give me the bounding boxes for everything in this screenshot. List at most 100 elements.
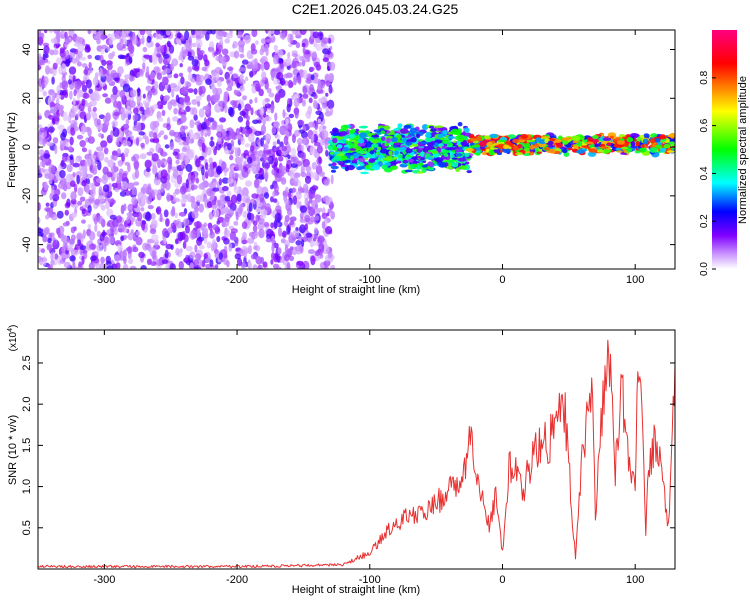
spectrogram-cell <box>96 244 103 252</box>
spectrogram-cell <box>69 158 74 165</box>
spectrogram-cell <box>310 74 315 81</box>
spectrogram-cell <box>121 181 129 190</box>
spectrogram-cell <box>52 49 59 56</box>
spectrogram-cell <box>144 108 151 116</box>
spectrogram-cell <box>517 144 523 149</box>
spectrogram-cell <box>291 60 297 69</box>
spectrogram-cell <box>185 195 189 200</box>
spectrogram-cell <box>56 85 61 95</box>
spectrogram-cell <box>124 161 130 166</box>
spectrogram-cell <box>64 36 70 45</box>
spectrogram-cell <box>289 33 294 44</box>
spectrogram-cell <box>252 160 259 166</box>
spectrogram-cell <box>388 150 393 156</box>
spectrogram-cell <box>52 193 60 202</box>
spectrogram-cell <box>302 70 308 80</box>
spectrogram-cell <box>239 67 246 72</box>
spectrogram-cell <box>386 137 391 144</box>
spectrogram-cell <box>57 182 65 190</box>
spectrogram-cell <box>455 167 460 172</box>
spectrogram-cell <box>452 140 457 143</box>
spectrogram-cell <box>174 212 178 219</box>
spectrogram-cell <box>163 238 167 245</box>
spectrogram-cell <box>352 152 360 159</box>
spectrogram-cell <box>109 214 117 220</box>
spectrogram-cell <box>295 42 301 49</box>
spectrogram-cell <box>251 64 259 72</box>
spectrogram-cell <box>142 242 149 251</box>
spectrogram-cell <box>265 238 273 243</box>
colorbar-tick-label: 0.0 <box>699 262 710 276</box>
spectrogram-cell <box>56 227 61 236</box>
spectrogram-cell <box>461 163 466 166</box>
spectrogram-cell <box>299 224 306 234</box>
spectrogram-cell <box>263 61 270 71</box>
spectrogram-cell <box>318 171 325 177</box>
spectrogram-cell <box>421 167 427 173</box>
spectrogram-cell <box>87 30 92 35</box>
spectrogram-cell <box>447 147 456 151</box>
spectrogram-cell <box>265 203 271 212</box>
spectrogram-cell <box>357 142 366 147</box>
spectrogram-cell <box>142 62 146 70</box>
spectrogram-cell <box>252 220 258 226</box>
spectrogram-cell <box>410 137 417 143</box>
spectrogram-cell <box>90 188 96 197</box>
spectrogram-cell <box>177 32 182 39</box>
spectrogram-cell <box>122 263 129 269</box>
spectrogram-cell <box>284 254 290 262</box>
spectrogram-cell <box>666 150 675 153</box>
spectrogram-cell <box>94 251 99 256</box>
spectrogram-cell <box>48 126 55 133</box>
spectrogram-cell <box>133 181 140 186</box>
spectrogram-cell <box>368 158 376 164</box>
spectrogram-cell <box>114 187 120 193</box>
spectrogram-cell <box>115 262 121 269</box>
spectrogram-cell <box>38 231 44 237</box>
spectrogram-cell <box>81 98 86 106</box>
spectrogram-cell <box>465 148 475 152</box>
spectrogram-cell <box>325 149 329 157</box>
spectrogram-cell <box>155 30 162 34</box>
spectrogram-cell <box>38 115 42 120</box>
spectrogram-cell <box>328 163 333 167</box>
spectrogram-cell <box>71 57 78 64</box>
spectrogram-cell <box>38 36 44 46</box>
spectrogram-cell <box>164 95 171 100</box>
spectrogram-cell <box>320 96 328 103</box>
spectrogram-cell <box>650 133 658 138</box>
spectrogram-cell <box>382 125 391 130</box>
spectrogram-cell <box>191 42 197 48</box>
spectrogram-cell <box>210 203 218 209</box>
spectrogram-cell <box>56 98 60 106</box>
spectrogram-cell <box>54 144 58 155</box>
spectrogram-cell <box>50 259 55 266</box>
spectrogram-cell <box>261 38 267 44</box>
spectrogram-cell <box>583 145 590 149</box>
spectrogram-cell <box>160 151 168 157</box>
spectrogram-cell <box>151 88 158 96</box>
spectrogram-cell <box>127 246 132 254</box>
spectrogram-cell <box>156 192 162 201</box>
spectrogram-cell <box>220 56 227 65</box>
spectrogram-cell <box>61 192 67 200</box>
spectrogram-cell <box>234 89 241 96</box>
spectrogram-cell <box>163 68 171 74</box>
spectrogram-cell <box>660 134 666 139</box>
spectrogram-cell <box>50 251 54 261</box>
spectrogram-cell <box>222 207 228 213</box>
spectrogram-cell <box>416 171 424 174</box>
spectrogram-cell <box>421 124 429 130</box>
spectrogram-cell <box>85 79 92 89</box>
spectrogram-cell <box>240 168 246 174</box>
spectrogram-cell <box>393 128 400 131</box>
spectrogram-cell <box>79 245 87 251</box>
spectrogram-cell <box>307 105 313 115</box>
spectrogram-cell <box>259 256 265 264</box>
spectrogram-cell <box>68 66 77 75</box>
spectrogram-cell <box>284 244 289 254</box>
spectrogram-cell <box>216 124 223 133</box>
spectrogram-cell <box>549 148 556 154</box>
spectrogram-cell <box>272 191 276 198</box>
spectrogram-cell <box>44 181 48 191</box>
